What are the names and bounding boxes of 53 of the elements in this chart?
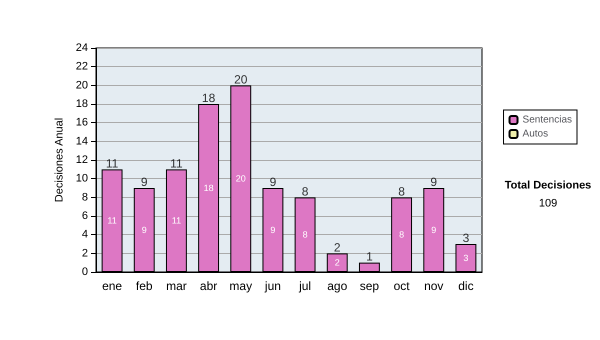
data-label: 3 [463, 253, 468, 263]
total-label: 8 [398, 184, 406, 198]
x-tick-label: may [229, 279, 252, 293]
y-tick-label: 24 [76, 42, 88, 54]
data-label: 8 [399, 230, 404, 240]
y-tick-label: 14 [76, 135, 88, 148]
x-tick-label: feb [136, 279, 153, 293]
x-tick-label: mar [166, 279, 187, 293]
total-label: 9 [430, 175, 438, 189]
total-label: 1 [366, 250, 374, 264]
y-axis-title: Decisiones Anual [53, 118, 66, 202]
y-tick-label: 20 [76, 79, 88, 92]
x-tick-label: dic [458, 279, 474, 293]
x-tick-label: ene [102, 279, 122, 293]
x-tick-label: jul [298, 279, 312, 293]
y-tick-label: 18 [76, 98, 88, 110]
total-label: 3 [462, 231, 470, 245]
total-label: 9 [270, 175, 277, 189]
data-label: 11 [172, 216, 182, 226]
data-label: 9 [270, 225, 276, 235]
legend-label: Sentencias [522, 114, 572, 126]
x-tick-label: nov [424, 279, 444, 293]
y-tick-label: 0 [82, 266, 88, 278]
y-tick-label: 2 [82, 247, 88, 260]
total-label: 9 [140, 175, 148, 189]
total-label: 11 [106, 156, 119, 170]
y-tick-label: 8 [82, 191, 88, 204]
total-label: 8 [302, 184, 309, 198]
data-label: 9 [142, 225, 147, 235]
y-tick-label: 12 [76, 154, 88, 166]
text: Total Decisiones [504, 180, 592, 192]
x-tick-label: ago [327, 279, 348, 293]
total-label: 11 [170, 156, 183, 170]
y-tick-label: 22 [76, 60, 88, 73]
total-label: 18 [202, 91, 216, 105]
y-tick-label: 4 [82, 228, 88, 241]
data-label: 9 [431, 225, 436, 235]
x-tick-label: oct [394, 279, 410, 293]
legend-label: Autos [522, 128, 548, 140]
total-label: 20 [234, 72, 248, 86]
data-label: 18 [204, 183, 214, 193]
y-tick-label: 6 [82, 210, 88, 222]
data-label: 2 [334, 258, 340, 268]
data-label: 20 [236, 174, 246, 184]
y-tick-label: 10 [76, 172, 88, 185]
x-tick-label: sep [360, 279, 380, 293]
data-label: 11 [107, 216, 117, 226]
total-label: 2 [334, 240, 341, 254]
x-tick-label: jun [264, 279, 281, 293]
x-tick-label: abr [200, 279, 218, 293]
data-label: 8 [302, 230, 308, 240]
y-tick-label: 16 [76, 116, 88, 129]
text: 109 [538, 198, 558, 210]
